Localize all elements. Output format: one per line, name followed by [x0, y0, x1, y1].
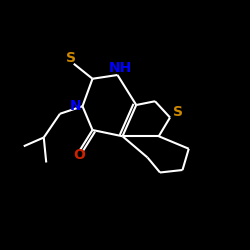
Text: NH: NH: [108, 61, 132, 75]
Text: S: S: [172, 106, 182, 120]
Text: N: N: [70, 99, 81, 113]
Text: O: O: [73, 148, 85, 162]
Text: S: S: [66, 50, 76, 64]
